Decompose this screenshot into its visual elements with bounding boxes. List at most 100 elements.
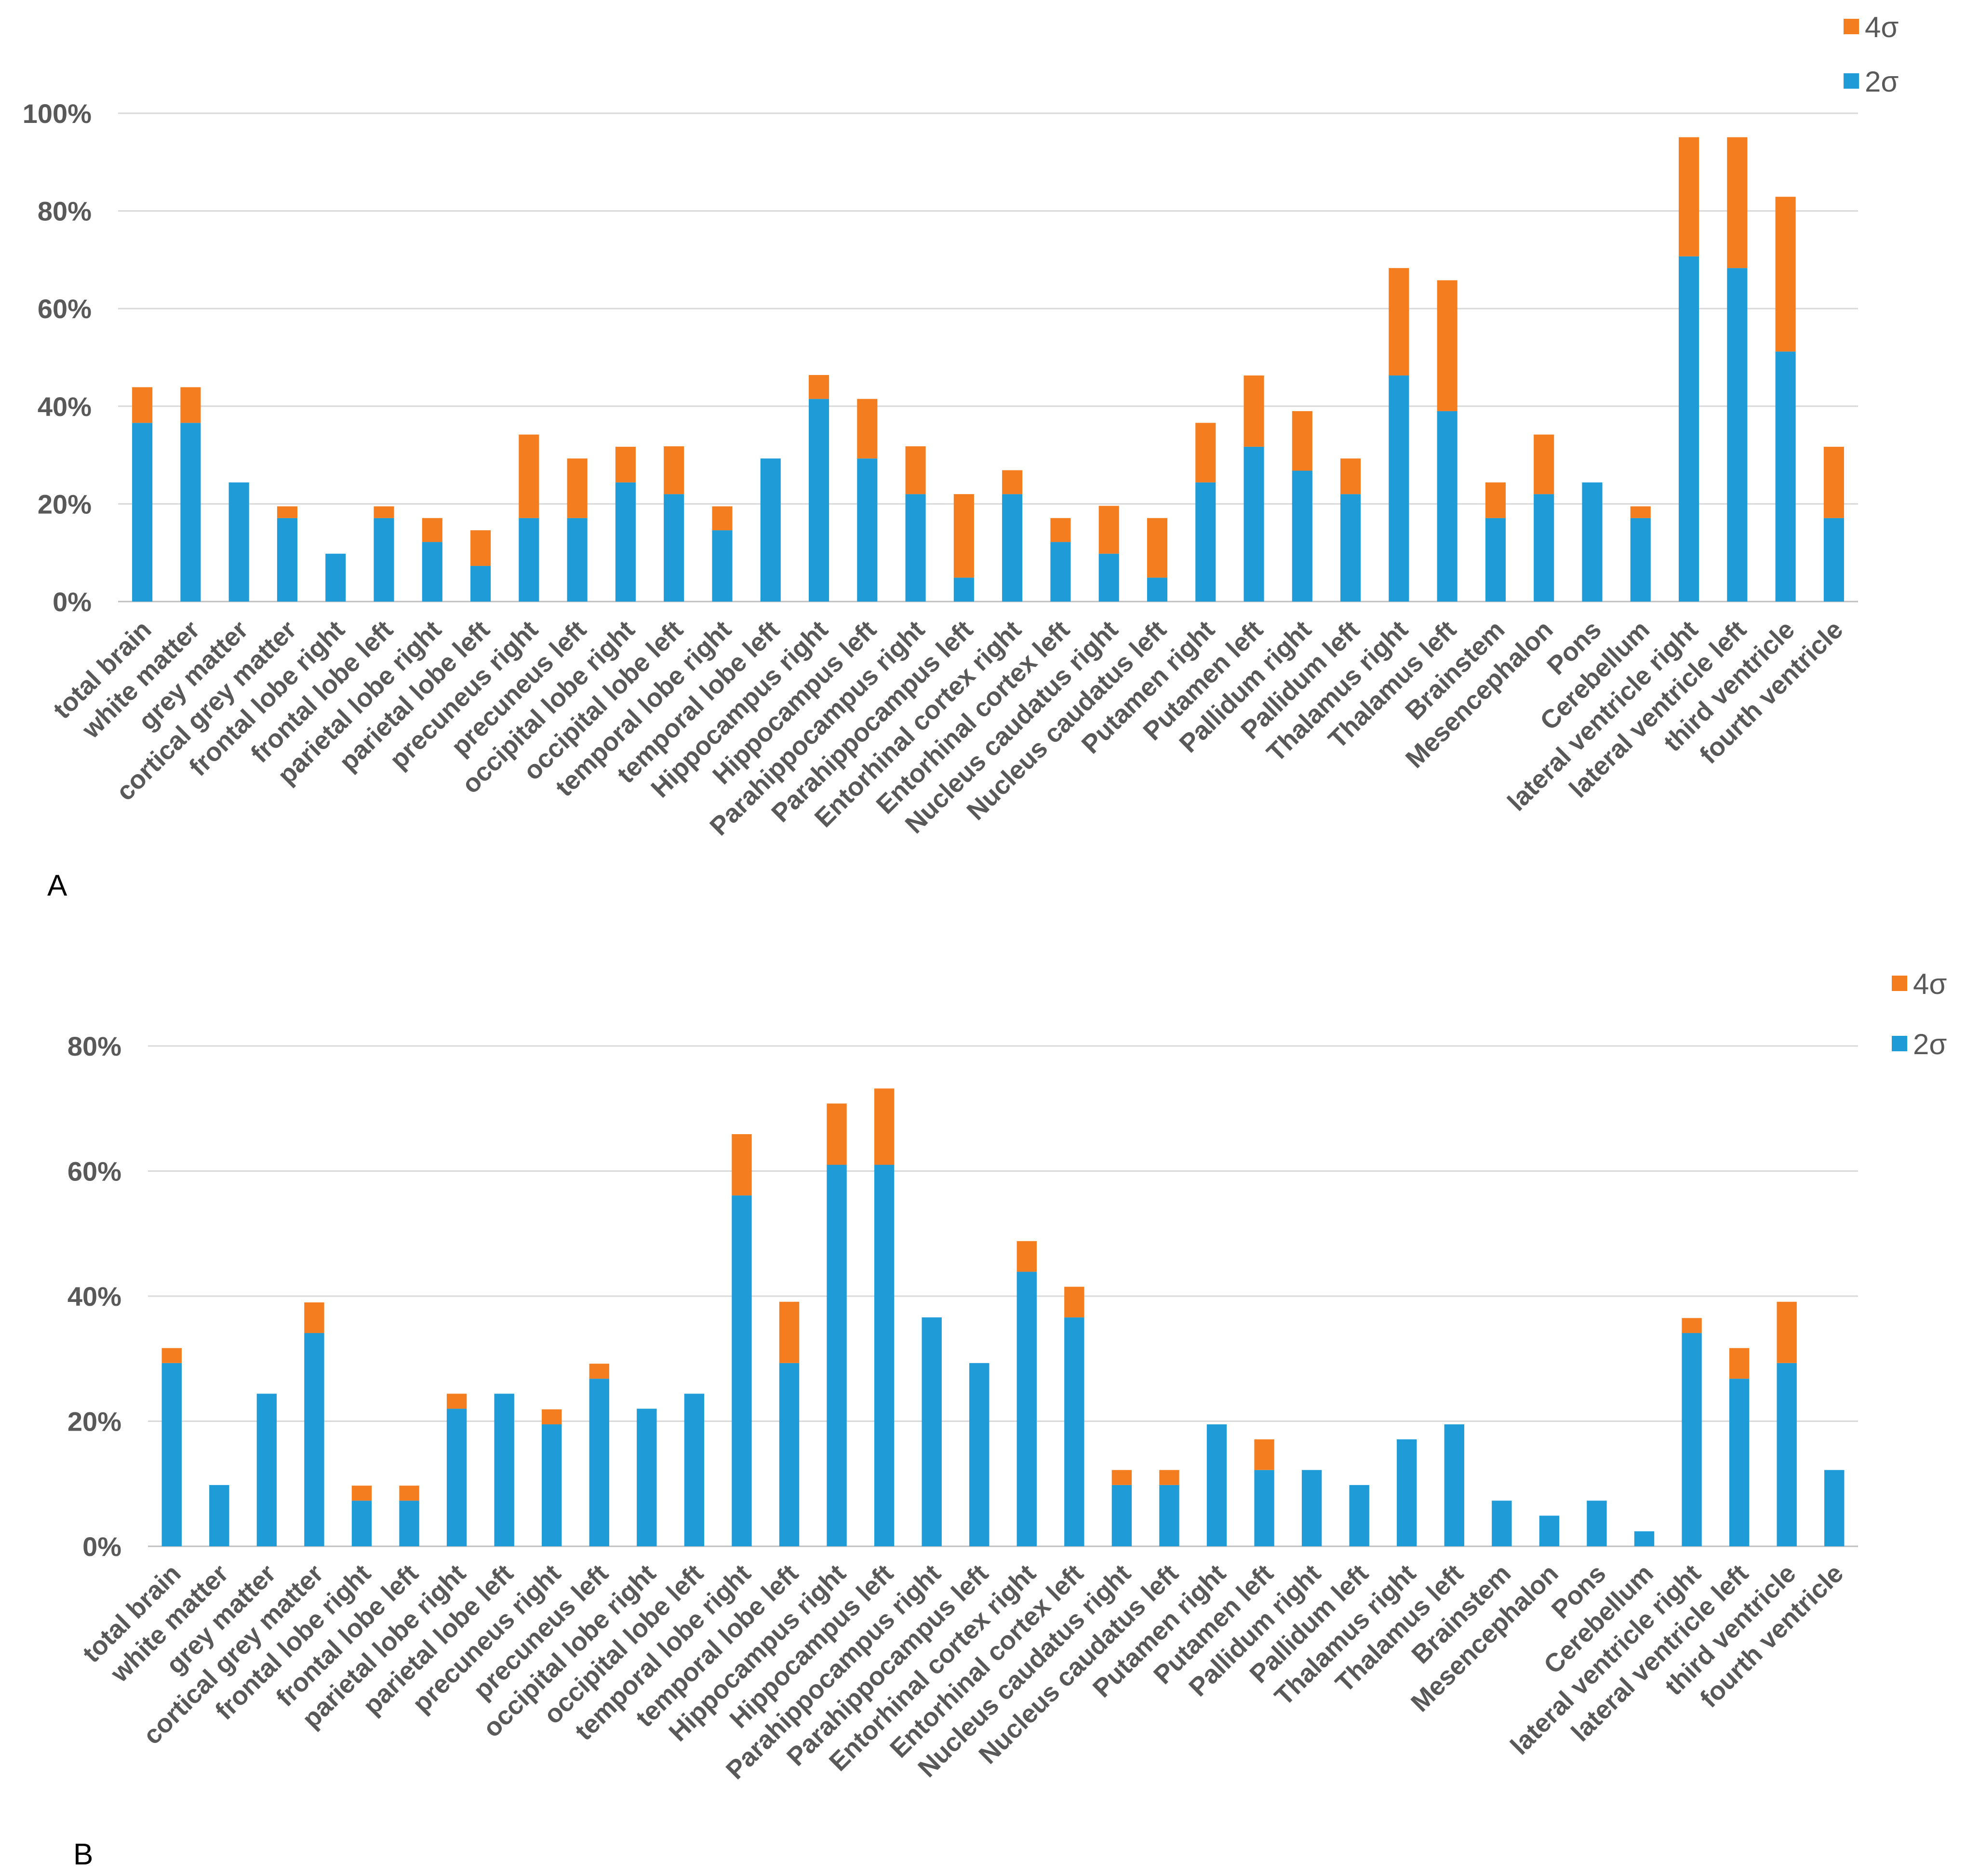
panel-a-bar-2sigma	[1050, 542, 1071, 602]
panel-b-y-tick-label: 0%	[82, 1531, 121, 1562]
panel-b-bar-2sigma	[1824, 1470, 1845, 1546]
panel-b-y-tick-label: 40%	[67, 1281, 121, 1312]
panel-b-bar-2sigma	[1729, 1379, 1750, 1546]
panel-b-bar-2sigma	[589, 1379, 609, 1546]
panel-a-bar-4sigma	[132, 387, 153, 423]
panel-b-bar-4sigma	[1016, 1241, 1037, 1272]
panel-a-bar-4sigma	[1195, 423, 1216, 482]
panel-a-bar-2sigma	[1582, 482, 1603, 602]
panel-a-bar-4sigma	[1292, 411, 1312, 471]
panel-a-bar-2sigma	[1485, 518, 1506, 602]
panel-a-bar-4sigma	[1775, 197, 1796, 352]
panel-a-bar-4sigma	[857, 399, 878, 459]
panel-b-bar-2sigma	[1254, 1470, 1274, 1546]
panel-b-legend-swatch-2sigma	[1892, 1036, 1907, 1051]
panel-b-bar-2sigma	[732, 1195, 752, 1546]
panel-b-bar-2sigma	[1159, 1485, 1179, 1546]
panel-b-bar-2sigma	[827, 1165, 847, 1546]
panel-b-bar-2sigma	[1634, 1531, 1655, 1546]
panel-a-bar-4sigma	[1098, 506, 1119, 554]
panel-a-bar-4sigma	[519, 434, 539, 518]
panel-a-bar-2sigma	[1678, 256, 1699, 602]
panel-b-bar-2sigma	[304, 1333, 324, 1546]
panel-a-bar-2sigma	[1098, 553, 1119, 602]
panel-a-bar-2sigma	[712, 530, 733, 602]
panel-b-bar-4sigma	[399, 1486, 419, 1501]
panel-a-bar-4sigma	[1002, 470, 1023, 495]
panel-a-bar-2sigma	[228, 482, 249, 602]
panel-b-bar-4sigma	[732, 1134, 752, 1196]
panel-b-bar-2sigma	[209, 1485, 229, 1546]
panel-b-bar-2sigma	[779, 1363, 800, 1546]
panel-b-legend-label-2sigma: 2σ	[1913, 1028, 1947, 1060]
panel-b-bar-4sigma	[161, 1348, 182, 1363]
panel-a-legend-swatch-4sigma	[1844, 19, 1859, 34]
panel-b-panel-label: B	[73, 1838, 93, 1871]
panel-b-bar-2sigma	[922, 1317, 942, 1546]
panel-b-bar-2sigma	[874, 1165, 895, 1546]
panel-a-bar-4sigma	[808, 375, 829, 399]
panel-b-bar-2sigma	[399, 1501, 419, 1546]
panel-a-bar-4sigma	[1050, 518, 1071, 542]
panel-a-bar-2sigma	[422, 542, 442, 602]
panel-a-bar-2sigma	[857, 458, 878, 602]
panel-b-bar-4sigma	[446, 1394, 467, 1409]
panel-b-legend-swatch-4sigma	[1892, 976, 1907, 991]
panel-b-bar-2sigma	[351, 1501, 372, 1546]
panel-a-bar-4sigma	[1340, 458, 1361, 495]
panel-b-bar-2sigma	[1397, 1439, 1417, 1546]
panel-a-bar-2sigma	[567, 518, 588, 602]
panel-a-bar-2sigma	[1195, 482, 1216, 602]
panel-a-bar-2sigma	[1340, 494, 1361, 602]
panel-a-bar-4sigma	[615, 446, 636, 482]
panel-b-bar-4sigma	[827, 1103, 847, 1165]
panel-a-legend-swatch-2sigma	[1844, 73, 1859, 89]
panel-b-bar-2sigma	[1301, 1470, 1322, 1546]
panel-a-y-tick-label: 100%	[23, 98, 92, 129]
panel-b-bar-2sigma	[1777, 1363, 1797, 1546]
panel-b-bar-4sigma	[1159, 1470, 1179, 1485]
panel-b-bar-2sigma	[494, 1394, 514, 1546]
panel-a-y-tick-label: 80%	[38, 196, 92, 227]
panel-a-bar-2sigma	[180, 423, 201, 602]
panel-a-bar-2sigma	[1727, 268, 1748, 602]
panel-b-bar-4sigma	[351, 1486, 372, 1501]
panel-b-bar-2sigma	[161, 1363, 182, 1546]
panel-b-bar-2sigma	[1206, 1424, 1227, 1546]
panel-a-bar-2sigma	[760, 458, 781, 602]
panel-a-bar-2sigma	[470, 566, 491, 602]
panel-b-bar-2sigma	[1539, 1515, 1560, 1546]
panel-a-bar-4sigma	[422, 518, 442, 542]
panel-b-bar-2sigma	[1016, 1272, 1037, 1546]
panel-a-bar-2sigma	[1437, 411, 1458, 602]
panel-b-bar-2sigma	[1444, 1424, 1464, 1546]
panel-a-panel-label: A	[47, 869, 67, 902]
panel-a-bar-4sigma	[1244, 375, 1264, 447]
panel-a-bar-4sigma	[905, 446, 926, 495]
panel-a-bar-4sigma	[1823, 446, 1844, 518]
panel-a-bar-2sigma	[1534, 494, 1554, 602]
panel-a-bar-4sigma	[470, 530, 491, 566]
panel-b-bar-4sigma	[1777, 1301, 1797, 1363]
panel-a-legend-label-2sigma: 2σ	[1865, 66, 1899, 98]
panel-a-bar-2sigma	[1002, 494, 1023, 602]
panel-b-bar-4sigma	[1682, 1318, 1702, 1333]
panel-b-bar-2sigma	[637, 1408, 657, 1546]
panel-b-legend-label-4sigma: 4σ	[1913, 968, 1947, 1000]
panel-b-bar-4sigma	[1111, 1470, 1132, 1485]
panel-a-bar-4sigma	[1437, 280, 1458, 411]
panel-a-bar-4sigma	[1630, 506, 1651, 518]
panel-b-bar-4sigma	[589, 1364, 609, 1379]
panel-a-y-tick-label: 40%	[38, 391, 92, 422]
panel-a-bar-2sigma	[905, 494, 926, 602]
panel-b-bar-2sigma	[542, 1424, 562, 1546]
panel-a-bar-4sigma	[277, 506, 298, 518]
panel-b-bar-4sigma	[1254, 1439, 1274, 1470]
panel-a-bar-2sigma	[808, 399, 829, 602]
panel-b-bar-2sigma	[1349, 1485, 1369, 1546]
panel-b-bar-4sigma	[1729, 1348, 1750, 1379]
panel-a-bar-4sigma	[1678, 137, 1699, 256]
